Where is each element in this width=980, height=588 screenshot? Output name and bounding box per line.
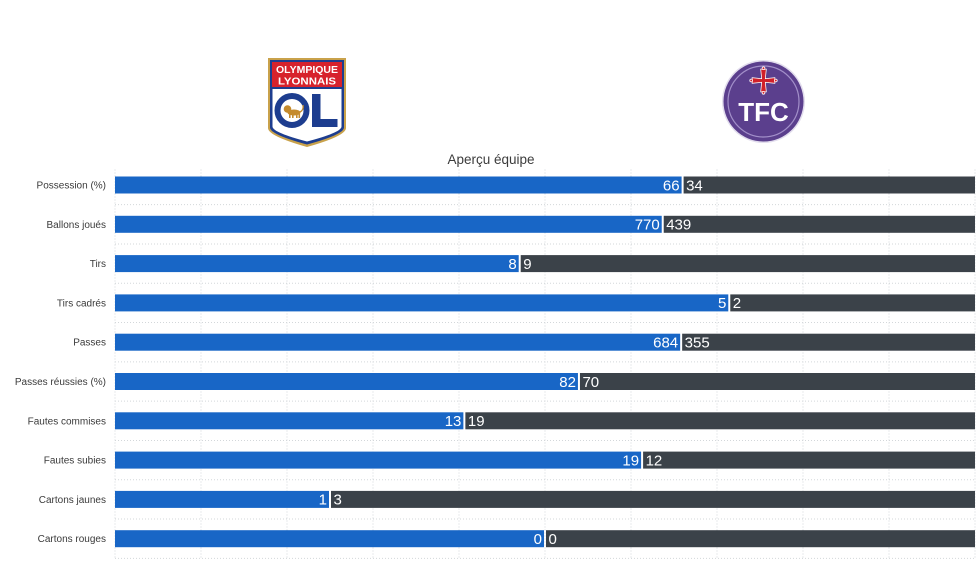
logo-text-tfc: TFC [738, 97, 789, 127]
away-bar [663, 215, 975, 233]
away-value-label: 12 [646, 452, 663, 469]
logo-inner-ring [727, 65, 800, 138]
bar-row: Passes 684 355 [73, 333, 975, 352]
away-bar [331, 490, 975, 508]
home-value-label: 770 [635, 217, 660, 234]
away-value-label: 9 [523, 256, 531, 273]
category-label: Cartons jaunes [39, 495, 106, 506]
category-label: Tirs cadrés [57, 298, 106, 309]
chart-title: Aperçu équipe [447, 152, 534, 167]
home-bar [115, 294, 729, 312]
bar-row: Passes réussies (%) 82 70 [15, 373, 975, 391]
home-value-label: 5 [718, 295, 726, 312]
home-bar [115, 530, 544, 548]
category-label: Ballons joués [47, 220, 106, 231]
category-label: Possession (%) [37, 181, 106, 192]
shield-red-band [272, 62, 342, 87]
away-bar [579, 373, 975, 390]
home-value-label: 8 [508, 256, 516, 273]
away-value-label: 3 [334, 492, 342, 509]
gridlines [114, 169, 976, 559]
bar-row: Cartons rouges 0 0 [38, 530, 975, 548]
bar-row: Tirs 8 9 [90, 255, 975, 273]
logo-text-olympique: OLYMPIQUE [276, 65, 338, 76]
away-bar [730, 294, 975, 312]
toulouse-fc-logo: TFC [722, 60, 805, 143]
away-value-label: 34 [686, 177, 703, 194]
bar-row: Tirs cadrés 5 2 [57, 294, 975, 312]
category-label: Fautes subies [44, 456, 106, 467]
logo-disc [723, 61, 804, 142]
home-value-label: 66 [663, 177, 680, 194]
away-bar [465, 412, 975, 430]
away-bar [520, 255, 975, 273]
category-label: Passes réussies (%) [15, 377, 106, 388]
category-label: Fautes commises [28, 416, 106, 427]
away-value-label: 355 [685, 335, 710, 352]
olympique-lyonnais-logo: OLYMPIQUE LYONNAIS [268, 58, 346, 147]
logo-text-lyonnais: LYONNAIS [278, 77, 336, 88]
home-bar [115, 215, 662, 233]
home-bar [115, 451, 642, 469]
bar-row: Possession (%) 66 34 [37, 176, 975, 194]
home-value-label: 0 [534, 531, 542, 548]
bar-row: Ballons joués 770 439 [47, 215, 975, 234]
logo-letter-l [312, 94, 338, 127]
home-bar [115, 255, 519, 273]
home-bar [115, 490, 329, 508]
home-value-label: 19 [622, 452, 639, 469]
category-label: Tirs [90, 259, 106, 270]
home-value-label: 13 [445, 413, 462, 430]
home-bar [115, 412, 464, 430]
away-bar [546, 530, 975, 548]
home-bar [115, 373, 578, 390]
bar-row: Fautes subies 19 12 [44, 451, 975, 469]
home-value-label: 1 [319, 492, 327, 509]
home-bar [115, 176, 682, 194]
away-value-label: 19 [468, 413, 485, 430]
away-value-label: 439 [666, 217, 691, 234]
home-value-label: 82 [559, 374, 576, 391]
away-bar [683, 176, 975, 194]
bar-rows: Possession (%) 66 34 Ballons joués 770 439 Tir… [15, 176, 975, 548]
occitan-cross-icon [749, 66, 778, 95]
away-value-label: 2 [733, 295, 741, 312]
bar-row: Fautes commises 13 19 [28, 412, 975, 430]
bar-row: Cartons jaunes 1 3 [39, 490, 975, 509]
away-bar [682, 333, 975, 351]
category-label: Cartons rouges [38, 534, 106, 545]
away-bar [643, 451, 975, 469]
away-value-label: 0 [549, 531, 557, 548]
category-label: Passes [73, 338, 106, 349]
away-value-label: 70 [582, 374, 599, 391]
home-value-label: 684 [653, 335, 678, 352]
home-bar [115, 333, 681, 351]
lion-icon [283, 104, 304, 118]
